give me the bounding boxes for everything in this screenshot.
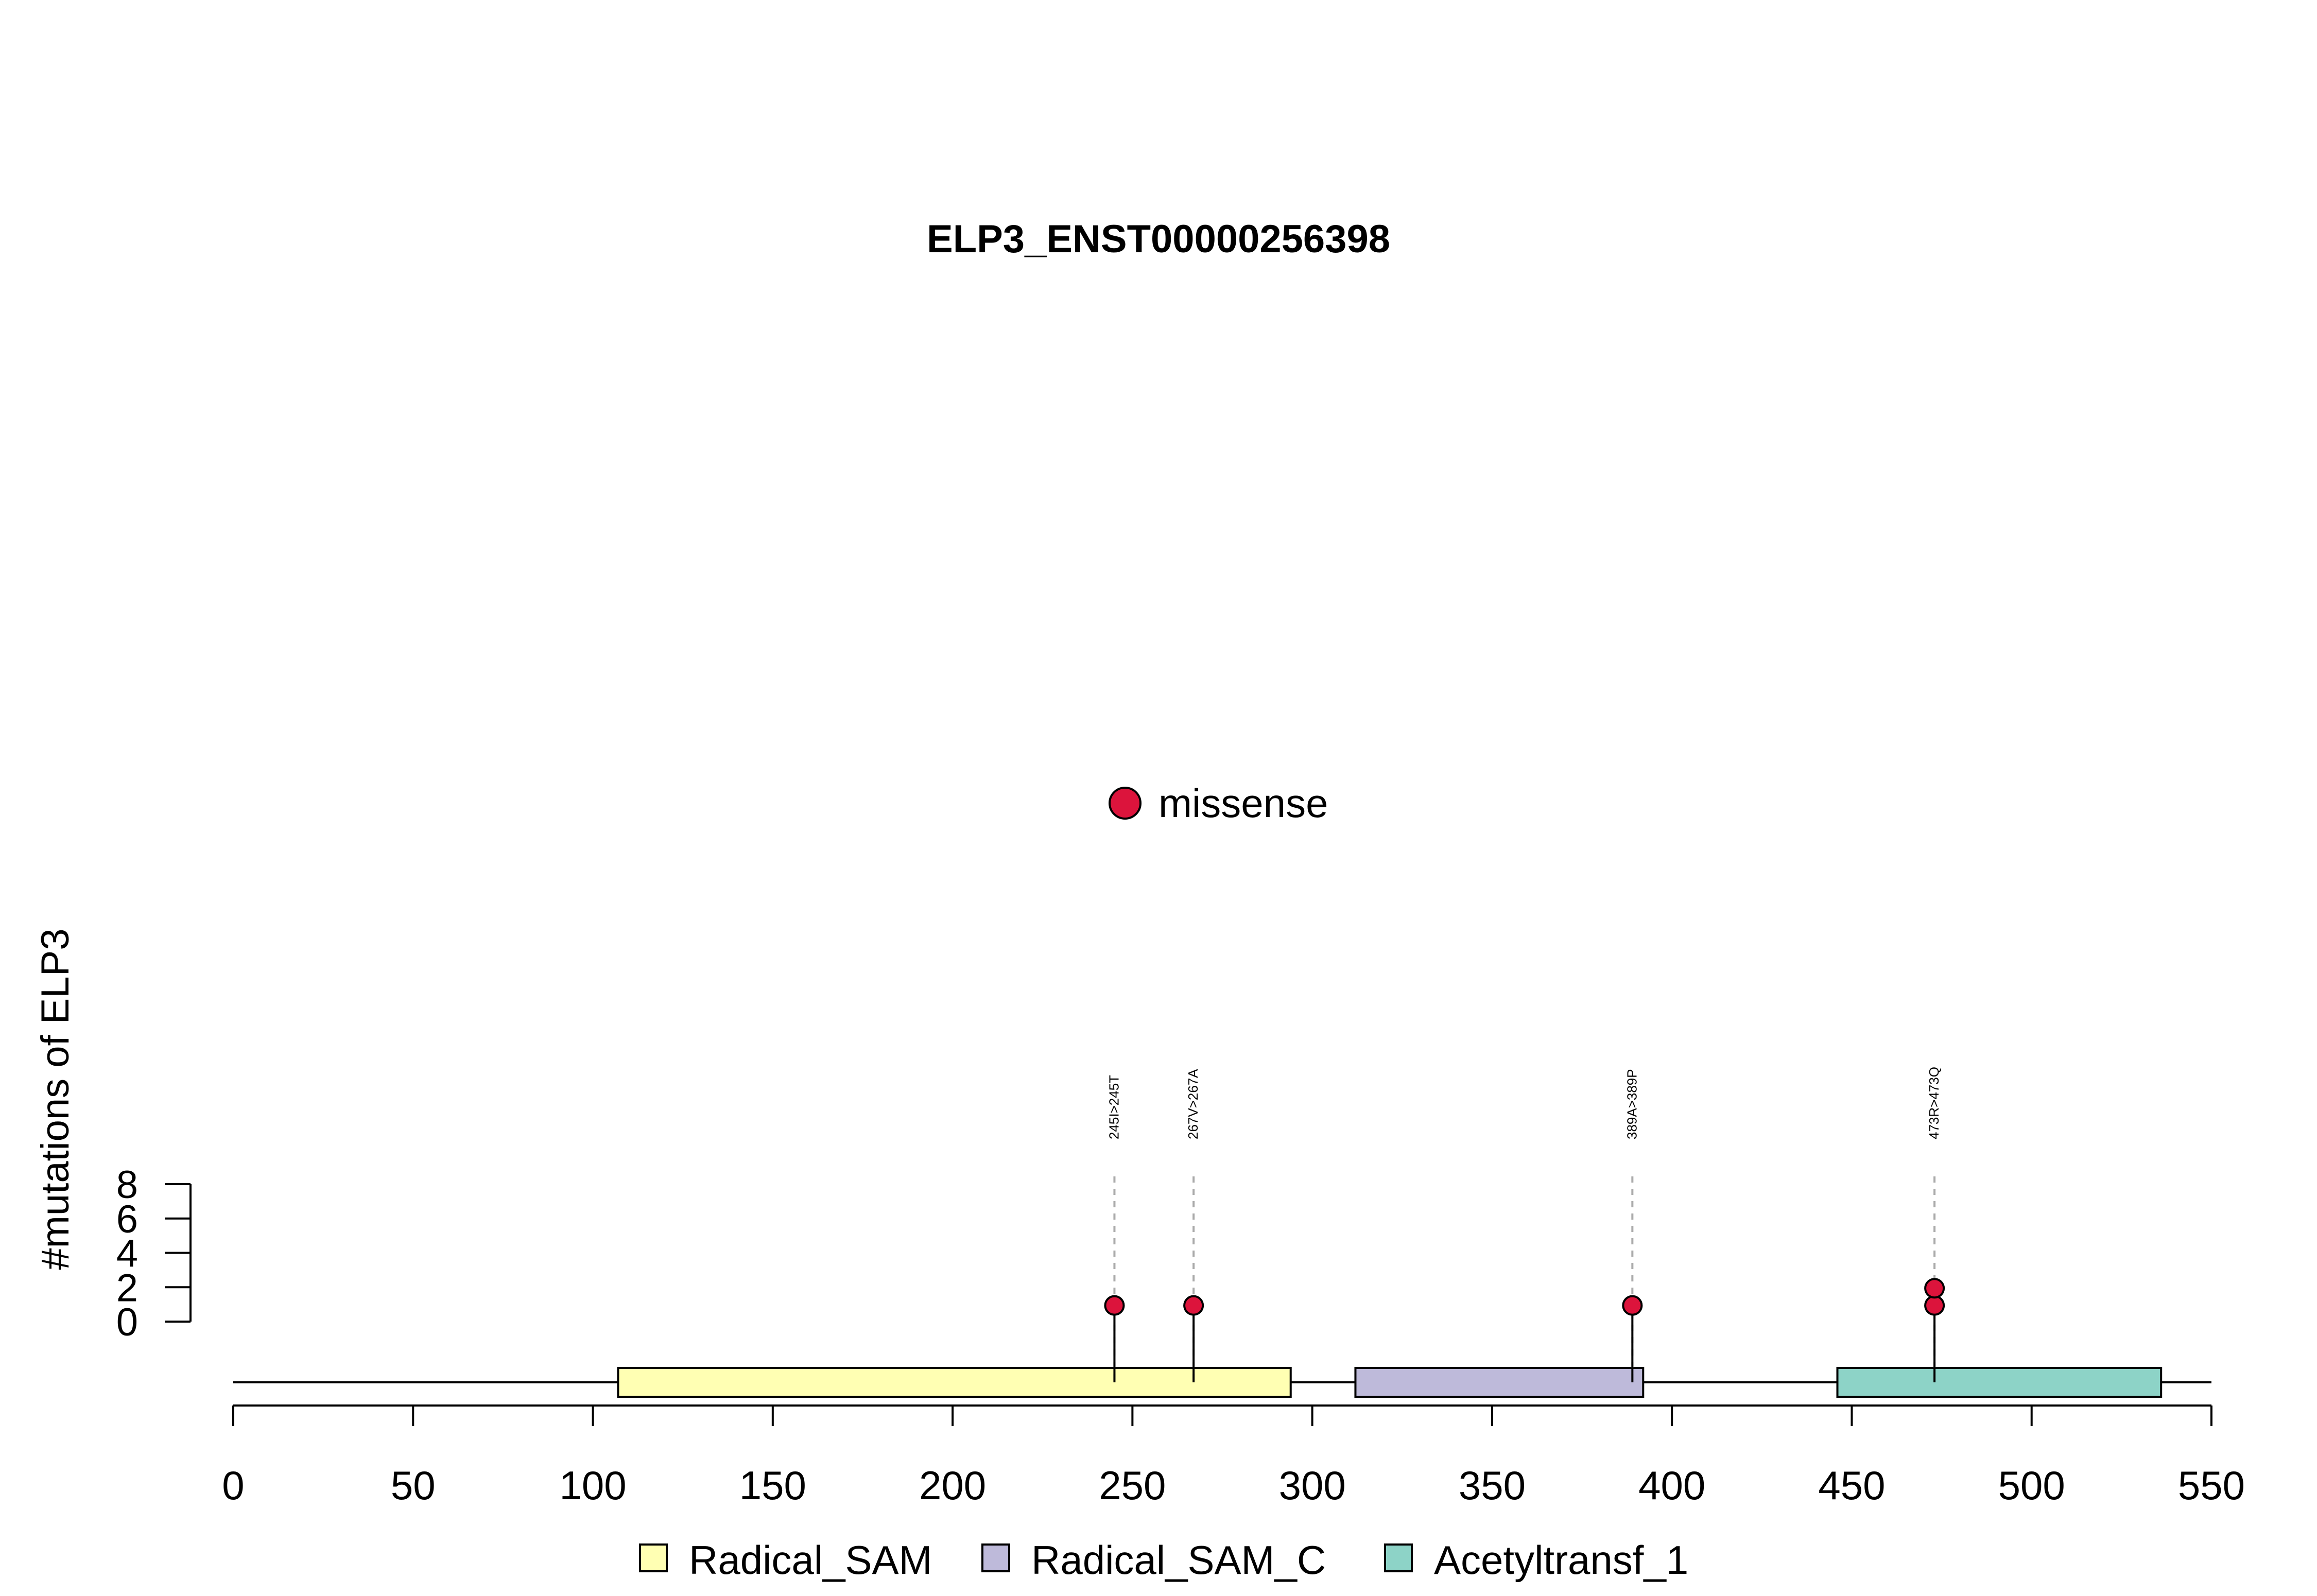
mutation-guide-lines — [1113, 1176, 1936, 1382]
x-axis: 0 50 100 150 200 250 300 350 400 450 500 550 — [222, 1404, 2245, 1508]
y-axis-label: #mutations of ELP3 — [33, 928, 77, 1270]
x-tick-label: 0 — [222, 1463, 244, 1508]
mutation-points — [1104, 1278, 1945, 1316]
domain-legend: Radical_SAM Radical_SAM_C Acetyltransf_1 — [639, 1537, 1688, 1583]
domain-box — [1354, 1367, 1645, 1398]
domain-legend-swatch — [981, 1543, 1010, 1572]
mutation-label: 389A>389P — [1624, 1069, 1639, 1139]
mutation-point — [1183, 1295, 1204, 1316]
chart-title: ELP3_ENST00000256398 — [927, 217, 1390, 261]
y-tick-label: 8 — [116, 1163, 138, 1207]
y-tick-label: 2 — [116, 1266, 138, 1310]
y-tick-label: 4 — [116, 1232, 138, 1276]
mutation-label: 245I>245T — [1106, 1075, 1121, 1139]
x-tick-label: 400 — [1638, 1463, 1705, 1508]
y-tick-label: 0 — [116, 1300, 138, 1344]
domain-legend-swatch — [639, 1543, 668, 1572]
x-tick-label: 550 — [2178, 1463, 2245, 1508]
top-legend: missense — [1109, 780, 1328, 826]
mutation-point — [1924, 1295, 1945, 1316]
domain-box — [1836, 1367, 2163, 1398]
mutation-label: 473R>473Q — [1926, 1067, 1942, 1139]
x-tick-label: 450 — [1818, 1463, 1885, 1508]
missense-legend-label: missense — [1158, 780, 1328, 826]
y-tick-label: 6 — [116, 1198, 138, 1241]
mutation-point — [1924, 1278, 1945, 1299]
x-tick-label: 100 — [559, 1463, 626, 1508]
x-tick-label: 200 — [919, 1463, 986, 1508]
x-tick-label: 250 — [1099, 1463, 1166, 1508]
domain-legend-label: Radical_SAM_C — [1031, 1537, 1326, 1583]
x-tick-label: 350 — [1459, 1463, 1526, 1508]
x-tick-label: 150 — [739, 1463, 806, 1508]
domain-legend-swatch — [1384, 1543, 1413, 1572]
domain-box — [617, 1367, 1292, 1398]
domain-legend-label: Radical_SAM — [689, 1537, 932, 1583]
mutation-point — [1104, 1295, 1125, 1316]
mutation-label: 267V>267A — [1185, 1069, 1201, 1139]
x-tick-label: 50 — [391, 1463, 436, 1508]
mutation-point — [1622, 1295, 1643, 1316]
mutation-labels: 245I>245T 267V>267A 389A>389P 473R>473Q — [1106, 1067, 1942, 1139]
domain-legend-label: Acetyltransf_1 — [1434, 1537, 1688, 1583]
missense-legend-marker — [1109, 787, 1142, 820]
x-tick-label: 500 — [1998, 1463, 2065, 1508]
x-tick-label: 300 — [1279, 1463, 1346, 1508]
domain-boxes — [617, 1367, 2163, 1398]
